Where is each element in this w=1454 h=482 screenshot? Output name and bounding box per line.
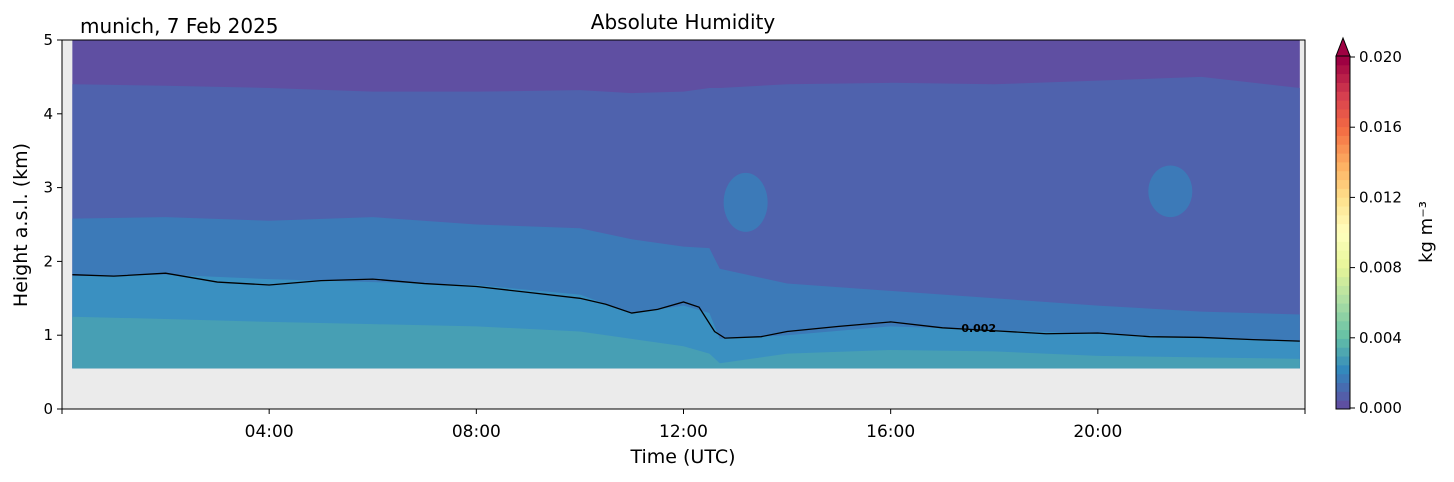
colorbar-segment bbox=[1336, 126, 1350, 136]
x-axis-label: Time (UTC) bbox=[629, 446, 735, 468]
colorbar-segment bbox=[1336, 214, 1350, 225]
colorbar-segment bbox=[1336, 258, 1350, 269]
colorbar-segment bbox=[1336, 356, 1350, 366]
x-tick-label: 12:00 bbox=[659, 422, 708, 442]
colorbar-segment bbox=[1336, 347, 1350, 357]
colorbar-segment bbox=[1336, 161, 1350, 172]
colorbar-segment bbox=[1336, 311, 1350, 322]
colorbar-tick-label: 0.012 bbox=[1359, 188, 1402, 206]
colorbar-label: kg m⁻³ bbox=[1416, 201, 1437, 263]
colorbar-segment bbox=[1336, 373, 1350, 384]
colorbar-segment bbox=[1336, 188, 1350, 198]
colorbar-segment bbox=[1336, 179, 1350, 189]
contour-label: 0.002 bbox=[961, 322, 996, 335]
colorbar-tick-label: 0.016 bbox=[1359, 118, 1402, 136]
colorbar-segment bbox=[1336, 82, 1350, 92]
colorbar-segment bbox=[1336, 232, 1350, 242]
colorbar-segment bbox=[1336, 382, 1350, 392]
colorbar-segment bbox=[1336, 364, 1350, 375]
colorbar-segment bbox=[1336, 64, 1350, 75]
colorbar-segment bbox=[1336, 170, 1350, 181]
colorbar-tick-label: 0.000 bbox=[1359, 399, 1402, 417]
colorbar: 0.000 0.004 0.008 0.012 0.016 0.020 bbox=[1335, 36, 1402, 417]
colorbar-tick-label: 0.020 bbox=[1359, 48, 1402, 66]
y-tick-label: 2 bbox=[43, 252, 53, 270]
location-date-label: munich, 7 Feb 2025 bbox=[80, 14, 279, 38]
contour-line-0-002 bbox=[72, 272, 1300, 342]
y-axis-label: Height a.s.l. (km) bbox=[10, 143, 32, 307]
colorbar-segment bbox=[1336, 144, 1350, 154]
colorbar-segment bbox=[1336, 223, 1350, 233]
y-tick-label: 5 bbox=[43, 31, 53, 49]
colorbar-segment bbox=[1336, 117, 1350, 128]
colorbar-segment bbox=[1336, 303, 1350, 313]
colorbar-segment bbox=[1336, 276, 1350, 286]
colorbar-segment bbox=[1336, 100, 1350, 110]
y-tick-label: 0 bbox=[43, 400, 53, 418]
colorbar-extend-triangle bbox=[1335, 36, 1351, 57]
humidity-patch-1 bbox=[723, 172, 768, 232]
colorbar-tick-label: 0.004 bbox=[1359, 329, 1402, 347]
band-level-1 bbox=[72, 316, 1300, 369]
x-tick-label: 16:00 bbox=[866, 422, 915, 442]
colorbar-segment bbox=[1336, 391, 1350, 401]
colorbar-segment bbox=[1336, 56, 1350, 66]
colorbar-segment bbox=[1336, 108, 1350, 119]
colorbar-segment bbox=[1336, 329, 1350, 339]
colorbar-segment bbox=[1336, 320, 1350, 331]
colorbar-segment bbox=[1336, 241, 1350, 251]
colorbar-frame bbox=[1335, 55, 1351, 410]
plot-area: 0.002 bbox=[62, 40, 1305, 409]
x-tick-label: 04:00 bbox=[245, 422, 294, 442]
colorbar-segment bbox=[1336, 91, 1350, 101]
colorbar-segment bbox=[1336, 73, 1350, 83]
x-tick-label: 08:00 bbox=[452, 422, 501, 442]
colorbar-segment bbox=[1336, 153, 1350, 163]
colorbar-segment bbox=[1336, 250, 1350, 260]
colorbar-segment bbox=[1336, 294, 1350, 304]
y-tick-label: 3 bbox=[43, 179, 53, 197]
colorbar-segment bbox=[1336, 285, 1350, 295]
y-tick-label: 1 bbox=[43, 326, 53, 344]
y-tick-label: 4 bbox=[43, 105, 53, 123]
colorbar-segment bbox=[1336, 267, 1350, 278]
axes: 0 1 2 3 4 5 04:00 08:00 12:00 16:00 20:00 bbox=[43, 31, 1306, 442]
x-tick-label: 20:00 bbox=[1073, 422, 1122, 442]
colorbar-segment bbox=[1336, 400, 1350, 410]
colorbar-tick-label: 0.008 bbox=[1359, 259, 1402, 277]
colorbar-segment bbox=[1336, 338, 1350, 348]
colorbar-segment bbox=[1336, 197, 1350, 207]
humidity-patch-2 bbox=[1148, 165, 1193, 218]
chart-title: Absolute Humidity bbox=[591, 10, 776, 34]
colorbar-segment bbox=[1336, 206, 1350, 216]
colorbar-segment bbox=[1336, 135, 1350, 145]
